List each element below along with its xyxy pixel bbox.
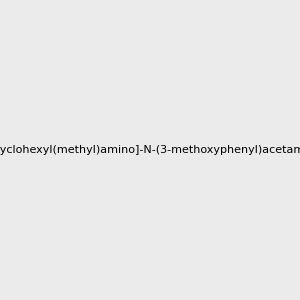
Text: 2-[cyclohexyl(methyl)amino]-N-(3-methoxyphenyl)acetamide: 2-[cyclohexyl(methyl)amino]-N-(3-methoxy… xyxy=(0,145,300,155)
